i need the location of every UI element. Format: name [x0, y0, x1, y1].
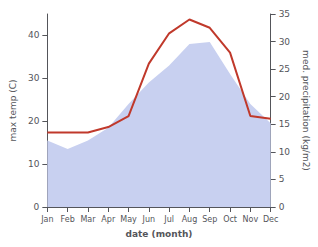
svg-text:Mar: Mar	[80, 215, 96, 224]
svg-text:Sep: Sep	[202, 215, 217, 224]
svg-text:Feb: Feb	[61, 215, 75, 224]
svg-text:20: 20	[279, 92, 291, 102]
svg-text:35: 35	[279, 9, 290, 19]
svg-text:Jun: Jun	[142, 215, 156, 224]
svg-text:0: 0	[34, 202, 40, 212]
svg-text:15: 15	[279, 119, 290, 129]
svg-text:10: 10	[279, 147, 291, 157]
svg-text:Apr: Apr	[101, 215, 116, 224]
svg-text:20: 20	[28, 116, 40, 126]
svg-text:0: 0	[279, 202, 285, 212]
svg-text:Nov: Nov	[243, 215, 259, 224]
svg-text:Aug: Aug	[182, 215, 198, 224]
svg-text:30: 30	[279, 37, 291, 47]
svg-text:30: 30	[28, 73, 40, 83]
svg-text:max temp (C): max temp (C)	[8, 79, 18, 141]
svg-text:med. precipitation (kg/m2): med. precipitation (kg/m2)	[301, 50, 311, 171]
svg-text:May: May	[120, 215, 137, 224]
svg-text:Jul: Jul	[163, 215, 174, 224]
svg-text:Jan: Jan	[40, 215, 53, 224]
svg-text:Oct: Oct	[223, 215, 237, 224]
svg-text:Dec: Dec	[263, 215, 278, 224]
svg-text:5: 5	[279, 174, 285, 184]
svg-text:10: 10	[28, 159, 40, 169]
svg-text:40: 40	[28, 30, 40, 40]
svg-text:date (month): date (month)	[126, 229, 193, 239]
svg-text:25: 25	[279, 64, 290, 74]
